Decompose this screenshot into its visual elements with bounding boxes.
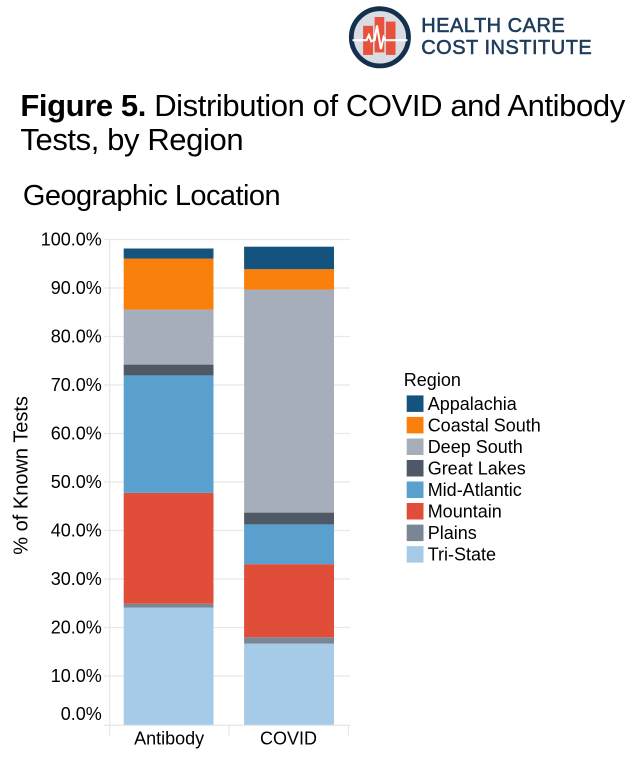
svg-text:Tri-State: Tri-State [428, 545, 496, 565]
svg-text:40.0%: 40.0% [51, 521, 102, 541]
svg-text:Appalachia: Appalachia [428, 394, 518, 414]
svg-text:0.0%: 0.0% [61, 704, 102, 724]
svg-text:Plains: Plains [428, 523, 477, 543]
svg-text:50.0%: 50.0% [51, 472, 102, 492]
svg-text:Mid-Atlantic: Mid-Atlantic [428, 480, 522, 500]
svg-text:% of Known Tests: % of Known Tests [10, 396, 32, 555]
svg-text:10.0%: 10.0% [51, 666, 102, 686]
svg-text:100.0%: 100.0% [41, 230, 102, 250]
svg-text:Coastal South: Coastal South [428, 415, 541, 435]
svg-text:80.0%: 80.0% [51, 327, 102, 347]
svg-text:Mountain: Mountain [428, 502, 502, 522]
svg-text:30.0%: 30.0% [51, 569, 102, 589]
svg-text:Antibody: Antibody [134, 729, 204, 749]
svg-text:60.0%: 60.0% [51, 424, 102, 444]
svg-text:Region: Region [404, 370, 461, 390]
svg-text:20.0%: 20.0% [51, 618, 102, 638]
svg-text:Deep South: Deep South [428, 437, 523, 457]
svg-text:Great Lakes: Great Lakes [428, 458, 526, 478]
svg-text:90.0%: 90.0% [51, 278, 102, 298]
svg-text:COVID: COVID [260, 729, 317, 749]
svg-text:70.0%: 70.0% [51, 375, 102, 395]
